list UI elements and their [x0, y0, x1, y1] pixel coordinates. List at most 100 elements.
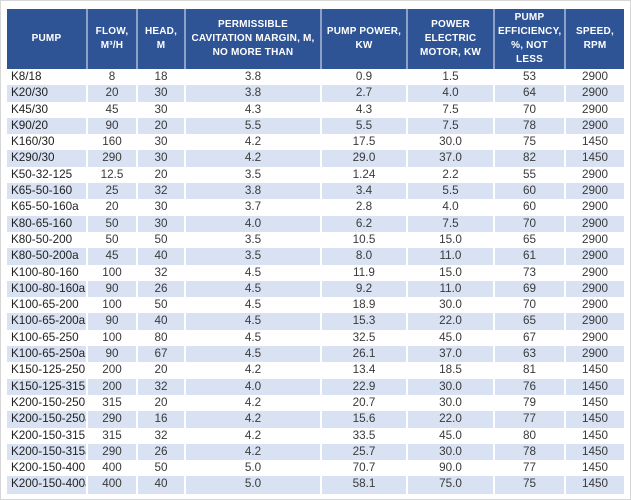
value-cell-motor_power: 37.0	[406, 150, 494, 167]
value-cell-speed: 2900	[564, 231, 624, 249]
table-row: K80-50-200a 45 40 3.5 8.0 11.0 61 2900	[7, 248, 624, 265]
value-cell-pump_power: 6.2	[320, 215, 407, 232]
column-header-motor_power: POWER ELECTRIC MOTOR, KW	[406, 9, 494, 69]
value-cell-cavitation_margin: 3.8	[184, 183, 321, 200]
value-cell-speed: 1450	[564, 378, 624, 395]
value-cell-speed: 1450	[564, 460, 624, 477]
value-cell-motor_power: 18.5	[406, 362, 494, 379]
value-cell-motor_power: 7.5	[406, 101, 494, 118]
value-cell-efficiency: 61	[493, 248, 565, 265]
value-cell-motor_power: 15.0	[406, 264, 494, 281]
value-cell-flow: 160	[86, 134, 137, 151]
value-cell-cavitation_margin: 4.2	[184, 443, 321, 461]
value-cell-flow: 200	[86, 362, 137, 379]
value-cell-head: 67	[136, 346, 185, 363]
value-cell-efficiency: 65	[493, 231, 565, 249]
pump-name-cell: K200-150-250a	[7, 411, 87, 428]
value-cell-head: 30	[136, 215, 185, 232]
value-cell-head: 20	[136, 117, 185, 135]
value-cell-flow: 400	[86, 476, 137, 494]
value-cell-efficiency: 67	[493, 329, 565, 347]
value-cell-flow: 50	[86, 215, 137, 232]
value-cell-cavitation_margin: 4.0	[184, 378, 321, 395]
value-cell-head: 40	[136, 248, 185, 265]
value-cell-pump_power: 15.3	[320, 313, 407, 330]
value-cell-head: 30	[136, 150, 185, 167]
value-cell-motor_power: 45.0	[406, 427, 494, 444]
value-cell-speed: 2900	[564, 85, 624, 102]
value-cell-speed: 2900	[564, 248, 624, 265]
value-cell-pump_power: 22.9	[320, 378, 407, 395]
value-cell-pump_power: 18.9	[320, 297, 407, 314]
pump-name-cell: K100-80-160a	[7, 280, 87, 298]
value-cell-efficiency: 77	[493, 411, 565, 428]
table-row: K100-65-200 100 50 4.5 18.9 30.0 70 2900	[7, 297, 624, 314]
pump-name-cell: K65-50-160a	[7, 199, 87, 216]
value-cell-cavitation_margin: 3.8	[184, 85, 321, 102]
value-cell-speed: 2900	[564, 264, 624, 281]
value-cell-efficiency: 64	[493, 85, 565, 102]
value-cell-pump_power: 10.5	[320, 231, 407, 249]
value-cell-motor_power: 75.0	[406, 476, 494, 494]
pump-name-cell: K50-32-125	[7, 166, 87, 184]
value-cell-flow: 20	[86, 199, 137, 216]
value-cell-efficiency: 69	[493, 280, 565, 298]
value-cell-speed: 2900	[564, 183, 624, 200]
pump-name-cell: K160/30	[7, 134, 87, 151]
column-header-speed: SPEED, RPM	[564, 9, 624, 69]
value-cell-efficiency: 82	[493, 150, 565, 167]
value-cell-speed: 2900	[564, 117, 624, 135]
pump-name-cell: K200-150-400a	[7, 476, 87, 494]
value-cell-cavitation_margin: 3.8	[184, 69, 321, 86]
pump-name-cell: K8/18	[7, 69, 87, 86]
pump-name-cell: K100-65-250	[7, 329, 87, 347]
value-cell-pump_power: 26.1	[320, 346, 407, 363]
header-row: PUMP FLOW, M³/H HEAD, M PERMISSIBLE CAVITAT…	[7, 9, 624, 69]
value-cell-speed: 2900	[564, 346, 624, 363]
value-cell-speed: 2900	[564, 329, 624, 347]
value-cell-efficiency: 78	[493, 117, 565, 135]
value-cell-motor_power: 1.5	[406, 69, 494, 86]
value-cell-cavitation_margin: 4.0	[184, 215, 321, 232]
pump-name-cell: K90/20	[7, 117, 87, 135]
value-cell-speed: 1450	[564, 150, 624, 167]
value-cell-pump_power: 11.9	[320, 264, 407, 281]
value-cell-motor_power: 90.0	[406, 460, 494, 477]
value-cell-cavitation_margin: 4.5	[184, 297, 321, 314]
pump-name-cell: K80-50-200a	[7, 248, 87, 265]
value-cell-pump_power: 13.4	[320, 362, 407, 379]
value-cell-cavitation_margin: 3.5	[184, 166, 321, 184]
value-cell-efficiency: 79	[493, 394, 565, 412]
value-cell-flow: 90	[86, 280, 137, 298]
value-cell-motor_power: 30.0	[406, 297, 494, 314]
table-row: K65-50-160a 20 30 3.7 2.8 4.0 60 2900	[7, 199, 624, 216]
value-cell-efficiency: 76	[493, 378, 565, 395]
value-cell-flow: 400	[86, 460, 137, 477]
value-cell-speed: 2900	[564, 215, 624, 232]
value-cell-speed: 2900	[564, 101, 624, 118]
table-header: PUMP FLOW, M³/H HEAD, M PERMISSIBLE CAVITAT…	[7, 9, 624, 69]
value-cell-head: 26	[136, 443, 185, 461]
pump-name-cell: K100-65-200a	[7, 313, 87, 330]
table-row: K50-32-125 12.5 20 3.5 1.24 2.2 55 2900	[7, 166, 624, 184]
value-cell-pump_power: 2.8	[320, 199, 407, 216]
value-cell-efficiency: 78	[493, 443, 565, 461]
column-header-flow: FLOW, M³/H	[86, 9, 137, 69]
value-cell-speed: 2900	[564, 313, 624, 330]
pump-name-cell: K150-125-250	[7, 362, 87, 379]
value-cell-pump_power: 4.3	[320, 101, 407, 118]
value-cell-pump_power: 70.7	[320, 460, 407, 477]
value-cell-head: 16	[136, 411, 185, 428]
value-cell-motor_power: 7.5	[406, 117, 494, 135]
value-cell-speed: 1450	[564, 362, 624, 379]
value-cell-flow: 90	[86, 313, 137, 330]
value-cell-cavitation_margin: 4.5	[184, 313, 321, 330]
value-cell-pump_power: 3.4	[320, 183, 407, 200]
table-row: K90/20 90 20 5.5 5.5 7.5 78 2900	[7, 117, 624, 135]
value-cell-cavitation_margin: 4.5	[184, 280, 321, 298]
value-cell-cavitation_margin: 4.3	[184, 101, 321, 118]
pump-name-cell: K150-125-315	[7, 378, 87, 395]
value-cell-flow: 90	[86, 117, 137, 135]
table-row: K100-80-160a 90 26 4.5 9.2 11.0 69 2900	[7, 280, 624, 298]
table-row: K150-125-250 200 20 4.2 13.4 18.5 81 1450	[7, 362, 624, 379]
